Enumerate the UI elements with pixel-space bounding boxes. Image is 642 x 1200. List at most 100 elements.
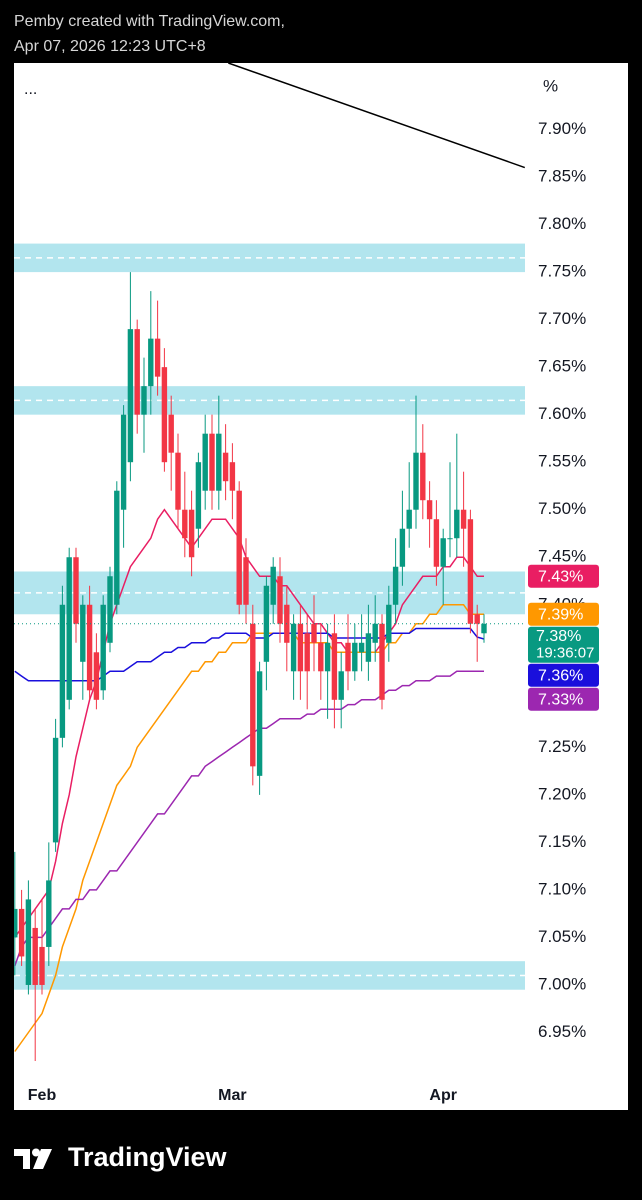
menu[interactable]: ... xyxy=(24,81,37,98)
y-tick-label: 7.65% xyxy=(538,357,586,376)
candle-body xyxy=(420,452,426,501)
price-label: 7.33% xyxy=(538,691,583,708)
y-tick-label: 7.90% xyxy=(538,119,586,138)
candle-body xyxy=(188,509,195,558)
price-label-box xyxy=(528,663,599,687)
candle-body xyxy=(481,623,487,634)
candle-body xyxy=(86,604,93,691)
y-tick-label: 7.10% xyxy=(538,879,586,898)
candle-body xyxy=(243,557,249,605)
candle-body xyxy=(161,367,168,463)
y-tick-label: 7.70% xyxy=(538,309,586,328)
candle-body xyxy=(440,538,446,567)
candle-body xyxy=(100,604,106,691)
candle-body xyxy=(216,433,222,491)
y-tick-label: 7.45% xyxy=(538,547,586,566)
candle-body xyxy=(386,604,392,643)
axis-unit: % xyxy=(543,76,558,95)
candle-body xyxy=(433,519,440,567)
brand: TradingView xyxy=(68,1142,228,1172)
candle-body xyxy=(460,509,467,529)
candle-body xyxy=(175,452,181,510)
y-tick-label: 7.05% xyxy=(538,927,586,946)
candle-body xyxy=(80,604,86,662)
candle-body xyxy=(352,642,358,672)
candle-body xyxy=(66,557,72,700)
candle-body xyxy=(399,528,406,567)
moving-average xyxy=(14,627,485,682)
y-tick-label: 7.55% xyxy=(538,452,586,471)
price-label-box xyxy=(528,626,599,663)
header-line: Pemby created with TradingView.com, xyxy=(14,13,285,30)
candle-body xyxy=(46,880,52,947)
candle-body xyxy=(236,490,242,605)
candle-body xyxy=(426,500,433,520)
y-tick-label: 7.75% xyxy=(538,262,586,281)
y-tick-label: 7.25% xyxy=(538,737,586,756)
candle-body xyxy=(168,414,174,453)
candle-body xyxy=(202,433,208,491)
price-label-box xyxy=(528,564,599,588)
candle-body xyxy=(372,623,378,643)
candle-body xyxy=(120,414,127,510)
y-tick-label: 7.85% xyxy=(538,167,586,186)
candle-body xyxy=(114,490,120,605)
candle-body xyxy=(454,509,460,539)
candle-body xyxy=(379,623,385,700)
candle-body xyxy=(413,452,419,510)
candle-body xyxy=(365,633,372,662)
candle-body xyxy=(59,604,66,738)
y-tick-label: 7.20% xyxy=(538,784,586,803)
price-axis: 6.95%7.00%7.05%7.10%7.15%7.20%7.25%7.30%… xyxy=(525,119,599,1041)
y-tick-label: 7.15% xyxy=(538,832,586,851)
price-label-box xyxy=(528,602,599,626)
candle-body xyxy=(195,462,202,529)
candle-body xyxy=(318,642,324,672)
candle-body xyxy=(290,623,297,672)
candle-body xyxy=(447,538,453,540)
moving-average xyxy=(14,670,484,967)
candle-body xyxy=(107,576,113,643)
candle-body xyxy=(209,433,215,491)
candle-body xyxy=(392,566,399,605)
candle-body xyxy=(73,557,79,624)
candle-body xyxy=(256,671,263,776)
price-label: 7.43% xyxy=(538,568,583,585)
y-tick-label: 7.60% xyxy=(538,404,586,423)
candle-body xyxy=(39,946,45,985)
candle-body xyxy=(406,509,412,529)
candle-body xyxy=(14,908,18,938)
candle-body xyxy=(141,386,147,415)
candle-body xyxy=(345,642,351,672)
plot xyxy=(14,63,525,1061)
candle-body xyxy=(222,452,229,482)
candle-body xyxy=(52,737,59,843)
logo xyxy=(14,1148,52,1169)
candle-body xyxy=(18,908,25,957)
candle-body xyxy=(148,338,154,387)
moving-average xyxy=(14,508,484,938)
price-label: 7.38% xyxy=(536,628,581,645)
price-label: 7.36% xyxy=(538,667,583,684)
candle-body xyxy=(324,642,331,672)
header-line: Apr 07, 2026 12:23 UTC+8 xyxy=(14,38,206,55)
candle-body xyxy=(229,462,236,491)
candle-body xyxy=(297,623,304,672)
candle-body xyxy=(32,927,38,985)
candle-body xyxy=(277,576,283,624)
candle-body xyxy=(250,623,256,767)
price-label-box xyxy=(528,687,599,711)
y-tick-label: 7.80% xyxy=(538,214,586,233)
x-tick-label: Feb xyxy=(28,1087,57,1104)
countdown: 19:36:07 xyxy=(536,645,594,662)
candle-body xyxy=(338,671,344,700)
y-tick-label: 7.50% xyxy=(538,499,586,518)
candle-body xyxy=(93,652,100,700)
x-tick-label: Mar xyxy=(218,1087,246,1104)
candle-body xyxy=(25,899,32,985)
candle-body xyxy=(154,338,161,377)
candle-body xyxy=(134,329,140,415)
candle-body xyxy=(331,633,338,700)
x-tick-label: Apr xyxy=(429,1087,457,1104)
